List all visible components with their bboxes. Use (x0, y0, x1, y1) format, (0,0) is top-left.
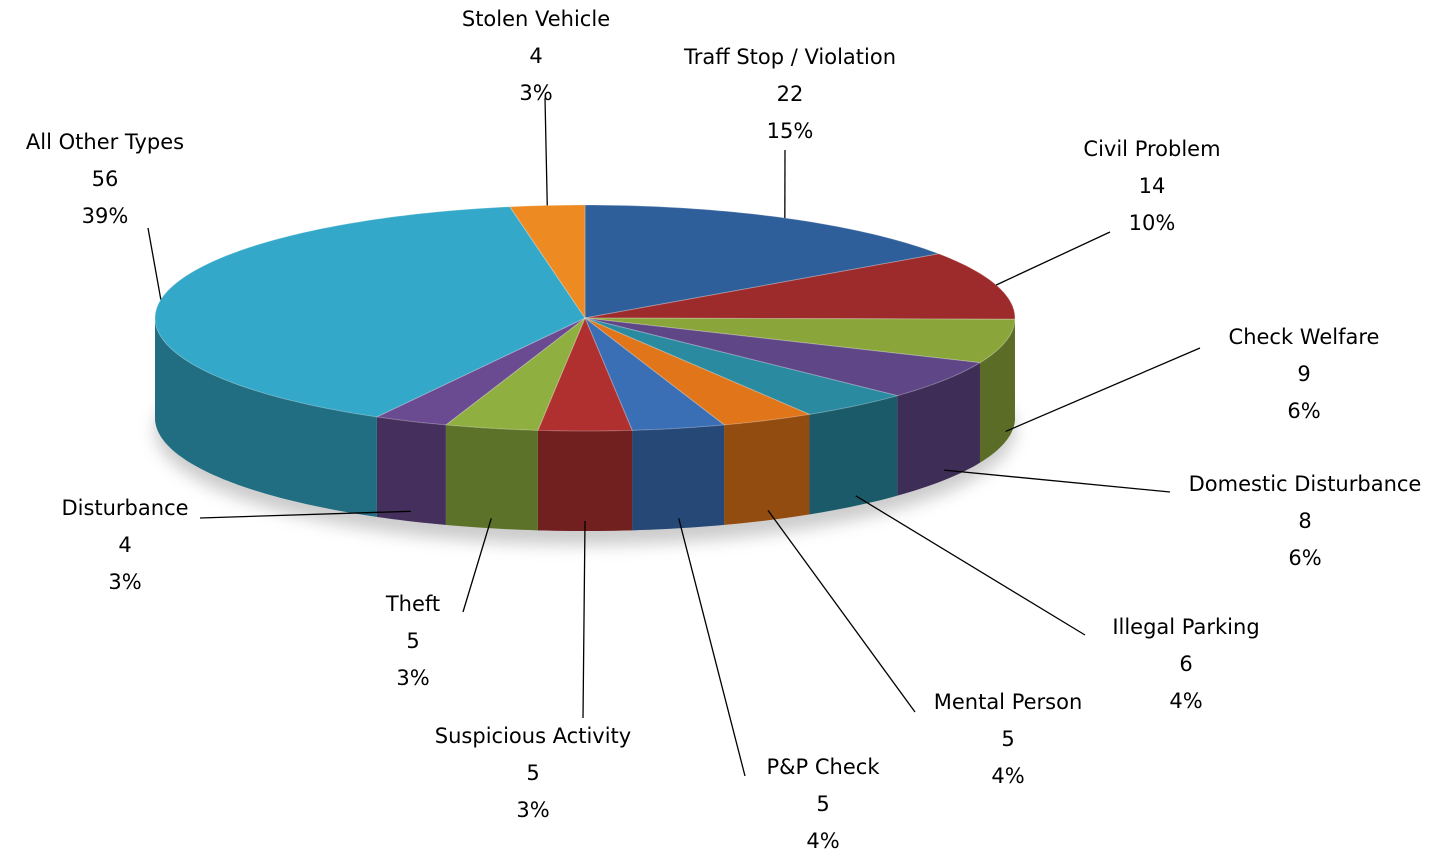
leader-line (995, 231, 1111, 286)
category-label: Check Welfare (1229, 325, 1380, 349)
side-shade (445, 424, 538, 531)
percent-label: 4% (806, 829, 839, 853)
category-label: Traff Stop / Violation (683, 45, 896, 69)
percent-label: 3% (396, 666, 429, 690)
pie-side (445, 424, 538, 531)
category-label: Mental Person (934, 690, 1083, 714)
side-shade (724, 414, 810, 525)
category-label: All Other Types (26, 130, 184, 154)
value-label: 5 (1001, 727, 1014, 751)
pie-slice (508, 204, 586, 320)
percent-label: 3% (516, 798, 549, 822)
category-label: Disturbance (61, 496, 188, 520)
side-shade (897, 362, 980, 496)
leader-line (199, 510, 411, 519)
category-label: Theft (385, 592, 440, 616)
side-shade (155, 318, 377, 517)
percent-label: 15% (767, 119, 814, 143)
pie-side (809, 395, 898, 515)
leader-line (678, 518, 746, 777)
value-label: 9 (1297, 362, 1310, 386)
category-label: Stolen Vehicle (462, 7, 610, 31)
category-label: Domestic Disturbance (1189, 472, 1422, 496)
value-label: 56 (92, 167, 119, 191)
pie-side (897, 362, 980, 496)
side-shade (537, 430, 633, 531)
pie-side (632, 424, 725, 531)
percent-label: 3% (108, 570, 141, 594)
percent-label: 6% (1287, 399, 1320, 423)
pie-slice (584, 253, 1016, 320)
pie-side (376, 416, 446, 525)
percent-label: 10% (1129, 211, 1176, 235)
value-label: 4 (118, 533, 131, 557)
pie-side (979, 319, 1015, 463)
percent-label: 6% (1288, 546, 1321, 570)
pie-slice (584, 317, 900, 415)
side-shade (809, 395, 898, 515)
leader-line (147, 227, 162, 300)
pie-slice (584, 317, 982, 397)
leader-line (855, 495, 1086, 636)
pie-slice (584, 317, 812, 426)
pie-slice (537, 316, 633, 432)
pie-side (155, 318, 377, 517)
leader-line (462, 518, 492, 613)
leader-line (544, 97, 548, 206)
value-label: 14 (1139, 174, 1166, 198)
percent-label: 3% (519, 81, 552, 105)
percent-label: 4% (1169, 689, 1202, 713)
percent-label: 4% (991, 764, 1024, 788)
category-label: Illegal Parking (1112, 615, 1259, 639)
value-label: 5 (406, 629, 419, 653)
category-label: Suspicious Activity (435, 724, 631, 748)
value-label: 22 (777, 82, 804, 106)
side-shade (376, 416, 446, 525)
pie-slice (584, 317, 1016, 364)
value-label: 4 (529, 44, 542, 68)
side-shade (632, 424, 725, 531)
category-label: P&P Check (767, 755, 881, 779)
value-label: 8 (1298, 509, 1311, 533)
leader-line (1005, 347, 1201, 433)
pie-slice (444, 316, 587, 431)
pie-slice (375, 317, 586, 426)
pie-slice (584, 204, 941, 319)
side-shade (979, 319, 1015, 463)
value-label: 5 (816, 792, 829, 816)
pie-side (724, 414, 810, 525)
value-label: 6 (1179, 652, 1192, 676)
pie-side (537, 430, 633, 531)
value-label: 5 (526, 761, 539, 785)
percent-label: 39% (82, 204, 129, 228)
leader-line (944, 469, 1171, 493)
leader-line (767, 509, 916, 713)
pie-slice (583, 316, 726, 431)
category-label: Civil Problem (1083, 137, 1220, 161)
leader-line (582, 520, 586, 719)
